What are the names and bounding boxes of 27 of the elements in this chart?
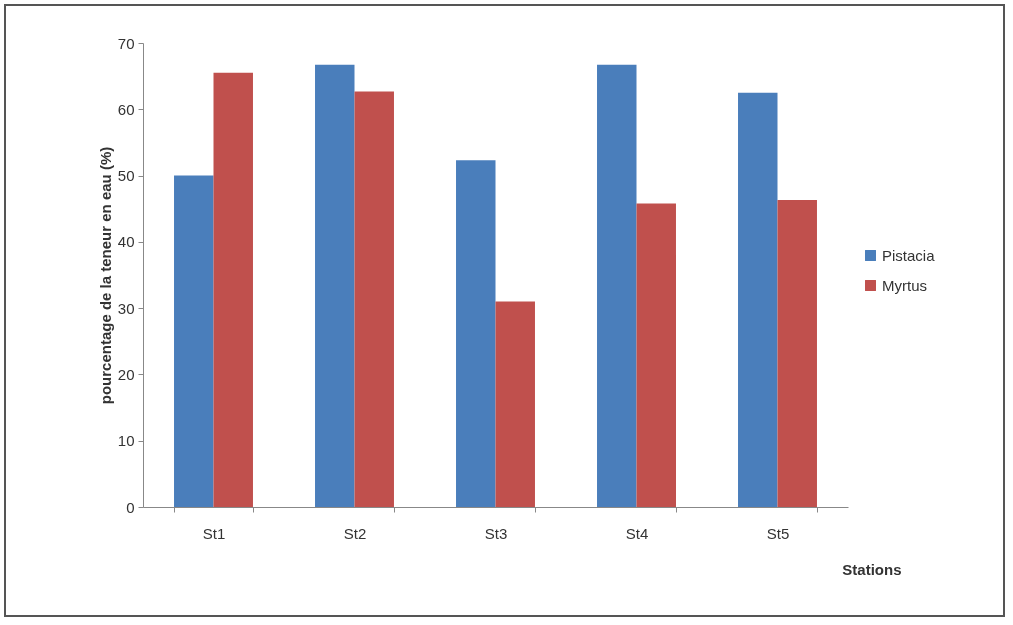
x-tick-label: St5 [766,524,790,542]
bar [738,92,778,507]
y-tick-label: 40 [117,233,135,251]
y-tick-label: 60 [117,100,135,118]
bar [636,203,676,507]
x-tick-label: St4 [625,524,649,542]
bar [456,160,496,507]
bar [597,64,637,507]
y-tick-label: 50 [117,167,135,185]
y-axis-title: pourcentage de la teneur en eau (%) [96,146,114,405]
bar [315,64,355,507]
bar [777,200,817,507]
x-tick-label: St2 [343,524,367,542]
y-tick-label: 10 [117,432,135,450]
x-tick-label: St3 [484,524,508,542]
legend-label: Myrtus [882,276,927,294]
y-tick-label: 20 [117,365,135,383]
legend-label: Pistacia [882,246,936,264]
x-axis-title: Stations [842,560,902,578]
bar [213,72,253,507]
y-tick-label: 0 [126,498,135,516]
y-tick-label: 70 [117,34,135,52]
y-tick-label: 30 [117,299,135,317]
bar [495,301,535,507]
x-tick-label: St1 [202,524,226,542]
bar [174,175,214,507]
bar [354,91,394,507]
